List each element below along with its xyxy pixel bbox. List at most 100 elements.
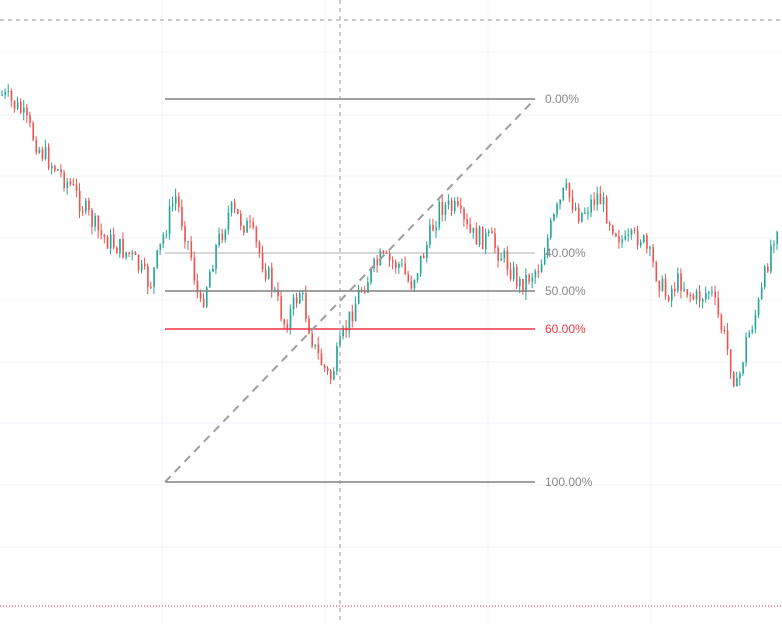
candle-body <box>664 278 667 297</box>
candle-body <box>69 181 72 185</box>
candle-body <box>193 257 196 281</box>
candle-body <box>615 233 617 237</box>
candle-body <box>776 231 778 245</box>
candle-body <box>72 184 75 186</box>
candle-body <box>13 100 16 109</box>
candle-body <box>264 269 267 279</box>
candle-body <box>444 204 447 215</box>
candle-body <box>556 204 558 215</box>
candle-body <box>32 122 34 140</box>
candle-body <box>308 318 310 334</box>
candle-body <box>543 255 546 265</box>
candle-body <box>516 267 518 286</box>
fib-trend-line[interactable] <box>164 98 536 483</box>
candle-body <box>88 200 90 211</box>
fib-level-label: 100.00% <box>545 475 593 489</box>
candle-body <box>463 208 465 220</box>
candle-body <box>497 247 499 261</box>
candle-body <box>66 181 69 189</box>
candle-body <box>202 298 205 307</box>
candle-body <box>23 107 25 113</box>
candle-body <box>525 275 527 293</box>
candle-body <box>770 245 772 272</box>
candle-body <box>311 333 313 347</box>
candle-body <box>196 280 199 293</box>
candle-body <box>134 252 137 255</box>
candle-body <box>268 267 270 279</box>
candle-body <box>159 243 162 251</box>
candle-body <box>667 296 670 301</box>
candle-body <box>109 234 112 249</box>
candle-body <box>175 196 177 204</box>
candle-body <box>404 263 406 275</box>
candle-body <box>432 224 434 231</box>
fib-level-label: 60.00% <box>545 322 586 336</box>
candle-body <box>705 292 707 300</box>
candle-body <box>466 219 468 225</box>
candle-body <box>54 165 56 171</box>
candle-body <box>757 298 760 316</box>
candle-body <box>100 230 103 235</box>
candle-body <box>612 225 614 234</box>
candle-body <box>435 227 437 231</box>
candle-body <box>178 196 180 207</box>
candle-body <box>395 262 397 268</box>
candle-body <box>460 205 462 209</box>
candle-body <box>491 231 493 234</box>
candle-body <box>609 223 611 226</box>
candle-body <box>537 271 540 273</box>
candle-body <box>47 147 50 169</box>
candle-body <box>367 282 369 293</box>
candle-body <box>314 344 317 347</box>
candle-body <box>85 200 87 212</box>
candle-body <box>153 267 155 287</box>
candle-body <box>519 278 521 286</box>
candle-body <box>181 206 183 227</box>
candle-body <box>590 199 592 213</box>
candle-body <box>488 231 490 233</box>
candle-body <box>733 372 735 387</box>
candle-body <box>478 226 481 245</box>
candle-body <box>41 149 44 159</box>
candle-body <box>655 262 658 281</box>
candle-body <box>122 238 124 258</box>
candle-body <box>326 367 329 371</box>
candle-body <box>392 260 394 263</box>
candle-body <box>574 207 577 210</box>
candle-body <box>695 291 698 300</box>
candle-body <box>587 212 589 214</box>
candle-body <box>119 238 121 254</box>
candle-body <box>767 266 769 272</box>
candle-body <box>671 288 673 301</box>
candle-body <box>4 91 7 95</box>
candle-body <box>233 202 236 210</box>
candle-body <box>382 251 385 253</box>
candle-body <box>686 289 689 296</box>
candle-body <box>702 299 704 302</box>
candle-body <box>764 266 766 288</box>
candle-body <box>633 229 636 231</box>
fibonacci-retracement[interactable]: 0.00% 40.00% 50.00% 60.00% 100.00% <box>164 92 593 489</box>
candle-body <box>218 233 220 246</box>
candle-body <box>646 235 648 249</box>
candle-body <box>116 247 118 254</box>
candle-body <box>683 289 685 291</box>
candle-body <box>692 295 695 300</box>
candle-body <box>553 214 555 221</box>
candle-body <box>652 247 654 263</box>
candle-body <box>661 278 664 291</box>
candle-body <box>571 197 574 210</box>
candle-body <box>94 215 96 227</box>
candle-body <box>720 314 723 331</box>
candle-body <box>736 378 738 387</box>
candle-body <box>150 286 152 288</box>
candle-body <box>714 291 716 298</box>
candle-body <box>305 292 307 319</box>
candle-body <box>280 296 282 320</box>
candle-body <box>162 235 165 244</box>
candle-body <box>106 237 109 249</box>
candle-body <box>271 267 273 291</box>
candle-body <box>593 199 596 205</box>
